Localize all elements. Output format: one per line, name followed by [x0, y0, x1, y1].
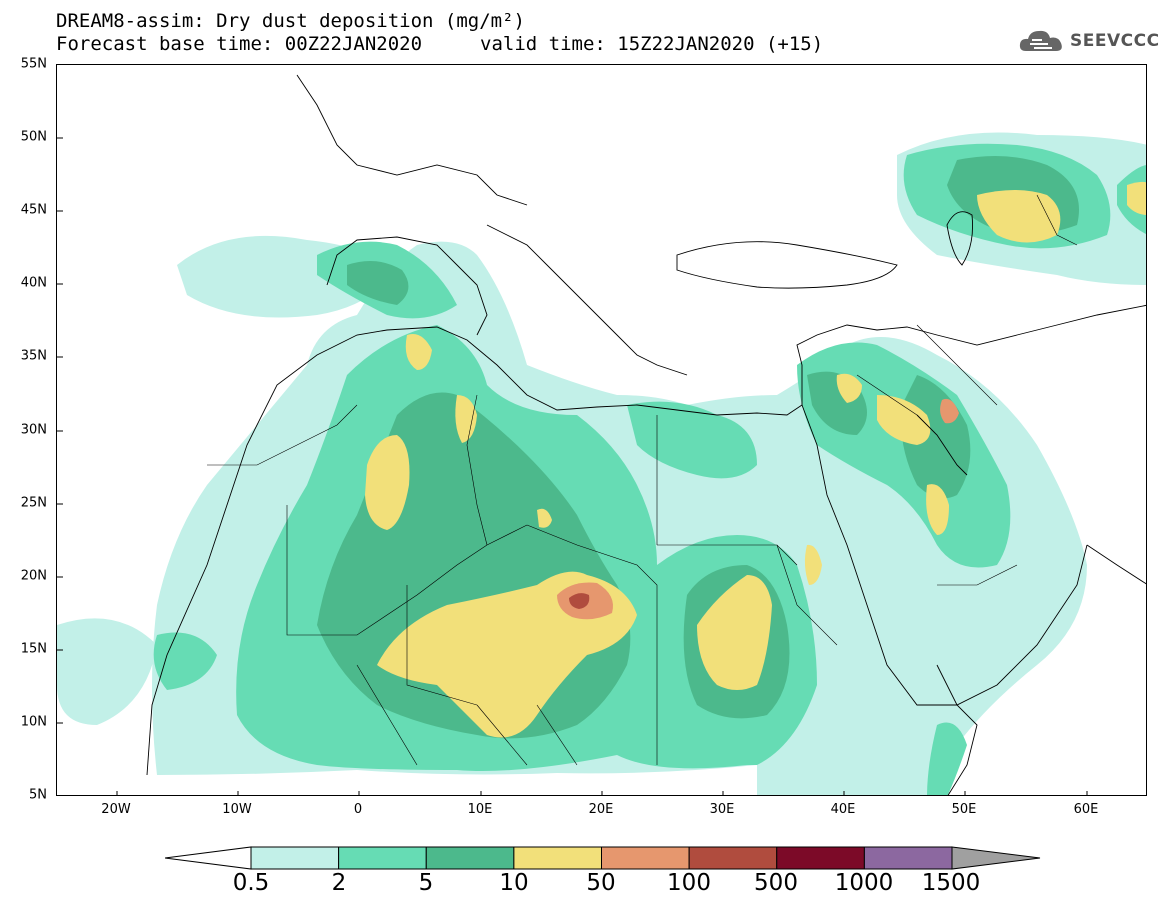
- map-canvas: [57, 74, 1146, 795]
- colorbar-segment: [338, 846, 427, 870]
- lat-label: 20N: [20, 568, 47, 584]
- coastlines: [146, 74, 1146, 795]
- colorbar-segment: [250, 846, 340, 870]
- logo-text: SEEVCCC: [1070, 31, 1160, 51]
- axis-ticks: [57, 137, 1088, 795]
- level-100-fill: [569, 593, 590, 609]
- colorbar-over-arrow: [951, 846, 1041, 870]
- base-time-label: Forecast base time: 00Z22JAN2020: [56, 33, 423, 55]
- lat-label: 15N: [20, 641, 47, 657]
- colorbar-segment: [513, 846, 603, 870]
- colorbar-segment: [688, 846, 778, 870]
- seevccc-logo: SEEVCCC: [1018, 24, 1160, 58]
- colorbar-label: 100: [667, 870, 711, 896]
- valid-time-label: valid time: 15Z22JAN2020 (+15): [480, 33, 824, 55]
- lat-label: 30N: [20, 422, 47, 438]
- lat-label: 25N: [20, 495, 47, 511]
- colorbar-label: 1500: [921, 870, 981, 896]
- colorbar-segment: [601, 846, 690, 870]
- colorbar-under-arrow: [165, 846, 252, 870]
- colorbar-segment: [776, 846, 865, 870]
- lon-label: 0: [353, 802, 363, 817]
- lat-label: 45N: [20, 202, 47, 218]
- lat-label: 50N: [20, 129, 47, 145]
- lon-label: 20E: [588, 802, 614, 817]
- colorbar-segment: [863, 846, 953, 870]
- colorbar-label: 1000: [834, 870, 894, 896]
- colorbar-label: 10: [499, 870, 529, 896]
- lat-label: 55N: [20, 56, 47, 72]
- colorbar-label: 2: [331, 870, 347, 896]
- lat-label: 40N: [20, 275, 47, 291]
- dust-deposition-map: [56, 64, 1147, 796]
- lat-label: 5N: [29, 787, 47, 803]
- colorbar-segment: [425, 846, 515, 870]
- cloud-icon: [1019, 30, 1062, 51]
- lon-label: 40E: [830, 802, 856, 817]
- colorbar-label: 500: [754, 870, 798, 896]
- colorbar-segments: [250, 846, 953, 870]
- lon-label: 10E: [467, 802, 493, 817]
- colorbar-label: 0.5: [232, 870, 270, 896]
- country-borders: [207, 194, 1078, 766]
- colorbar-label: 50: [586, 870, 616, 896]
- lon-label: 30E: [709, 802, 735, 817]
- colorbar-label: 5: [418, 870, 434, 896]
- colorbar: [165, 846, 1041, 870]
- lon-label: 10W: [222, 802, 252, 817]
- map-title: DREAM8-assim: Dry dust deposition (mg/m²…: [56, 10, 525, 32]
- lat-label: 35N: [20, 348, 47, 364]
- lon-label: 50E: [951, 802, 977, 817]
- lon-label: 60E: [1073, 802, 1099, 817]
- lon-label: 20W: [101, 802, 131, 817]
- lat-label: 10N: [20, 714, 47, 730]
